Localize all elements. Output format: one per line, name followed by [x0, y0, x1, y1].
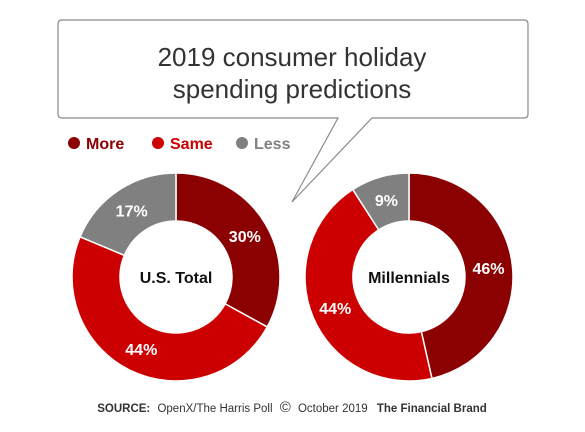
donut-center-label: U.S. Total — [140, 270, 213, 287]
donut-slice-more — [175, 172, 281, 328]
brand-name: The Financial Brand — [377, 403, 487, 415]
donut-slice-less — [351, 172, 410, 231]
legend: More Same Less — [68, 136, 291, 153]
source-label: SOURCE: — [97, 403, 150, 415]
data-label-same: 44% — [125, 342, 157, 359]
data-label-more: 30% — [229, 229, 261, 246]
legend-label-more: More — [86, 136, 124, 153]
data-label-same: 44% — [319, 301, 351, 318]
data-label-less: 17% — [116, 203, 148, 220]
data-label-more: 46% — [472, 261, 504, 278]
legend-label-less: Less — [254, 136, 291, 153]
speech-bubble — [57, 19, 529, 203]
donut-slice-less — [79, 172, 177, 257]
title-line-1: 2019 consumer holiday — [158, 42, 427, 72]
source-line: SOURCE: OpenX/The Harris Poll © October … — [97, 399, 487, 416]
donut-slice-same — [304, 188, 433, 382]
legend-label-same: Same — [170, 136, 213, 153]
donut-slice-same — [71, 235, 269, 382]
legend-marker-same — [152, 137, 164, 149]
title-line-2: spending predictions — [173, 74, 412, 104]
source-date: October 2019 — [298, 403, 368, 415]
data-label-less: 9% — [375, 193, 398, 210]
legend-marker-more — [68, 137, 80, 149]
copyright-icon: © — [280, 399, 291, 416]
source-text: OpenX/The Harris Poll — [157, 403, 272, 415]
donut-center-label: Millennials — [368, 270, 450, 287]
donut-chart-us-total: 30% 44% 17% U.S. Total — [71, 172, 281, 382]
donut-chart-millennials: 46% 44% 9% Millennials — [304, 172, 514, 382]
donut-slice-more — [408, 172, 514, 380]
legend-marker-less — [236, 137, 248, 149]
